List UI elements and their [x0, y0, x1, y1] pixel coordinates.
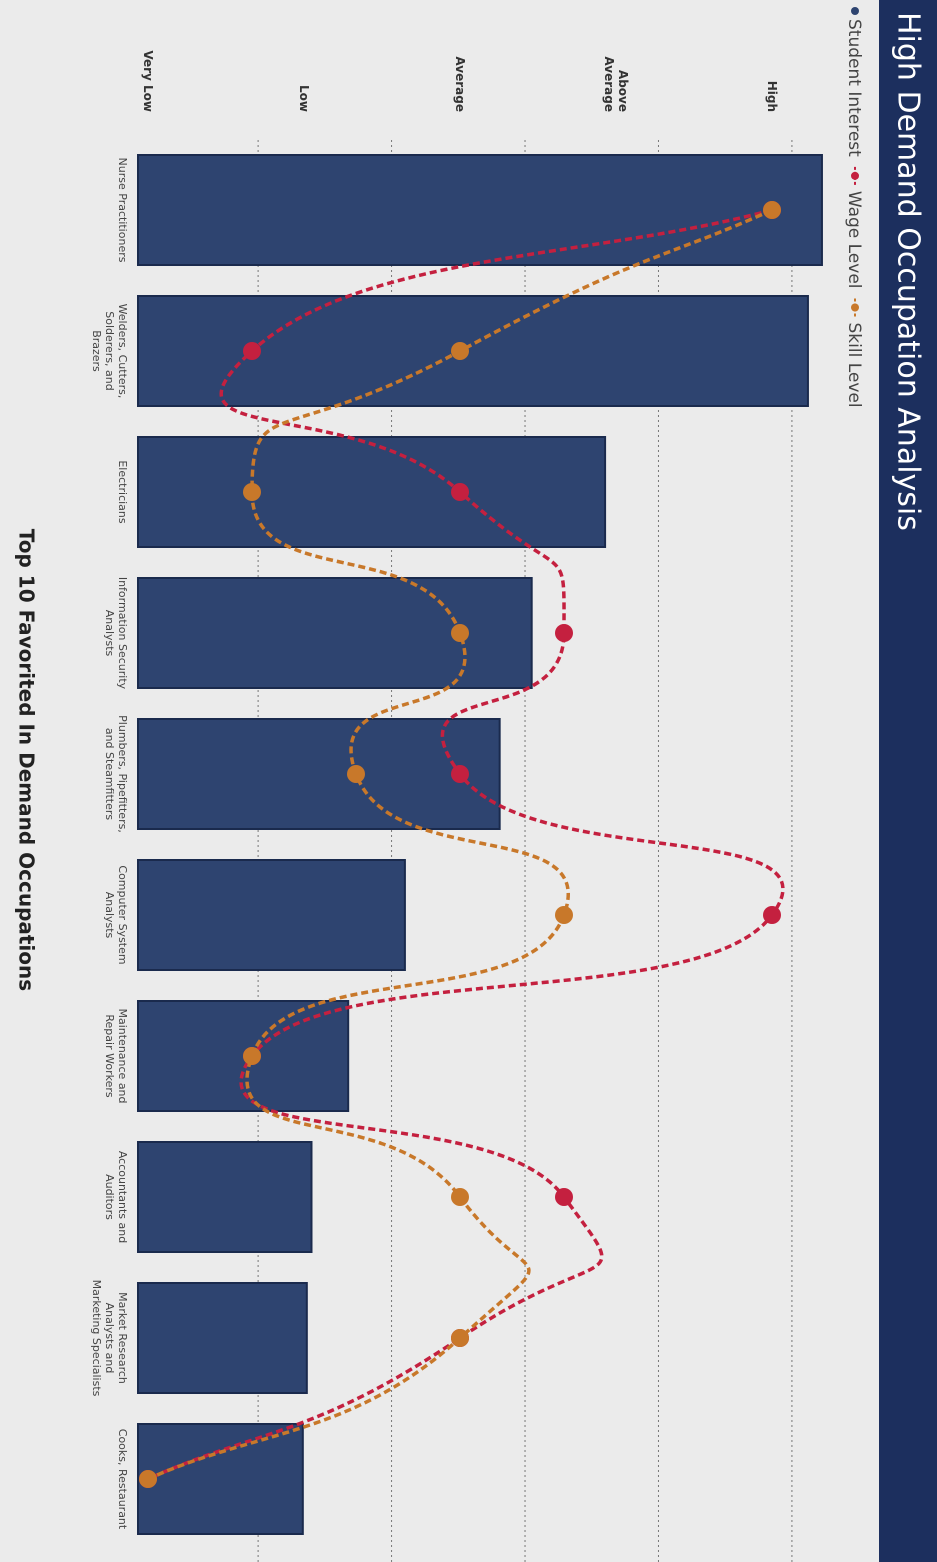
y2-tick-label: Average — [453, 56, 467, 112]
line — [147, 208, 773, 1481]
point — [451, 624, 469, 642]
bar — [137, 1141, 313, 1253]
point — [763, 201, 781, 219]
x-tick-label-box: Welders, Cutters, Solderers, and Brazers — [90, 303, 129, 399]
bar — [137, 577, 533, 689]
y2-tick-label: Very Low — [141, 50, 155, 112]
legend-marker — [851, 7, 859, 15]
legend-label: Skill Level — [844, 323, 864, 408]
bar — [136, 1423, 304, 1535]
point — [139, 1470, 157, 1488]
point — [763, 906, 781, 924]
line — [147, 208, 785, 1481]
chart-frame: High Demand Occupation Analysis Top 10 F… — [15, 0, 937, 1562]
point — [555, 624, 573, 642]
x-tick-label-box: Accountants and Auditors — [103, 1150, 129, 1244]
y2-tick-label-box: Above Average — [602, 56, 630, 112]
y2-tick-label: Low — [297, 85, 311, 112]
x-tick-label-box: Market Research Analysts and Marketing S… — [90, 1279, 129, 1397]
point — [555, 906, 573, 924]
legend-label: Wage Level — [844, 191, 864, 289]
chart-title: High Demand Occupation Analysis — [891, 12, 926, 531]
y2-tick-label: Above Average — [602, 56, 630, 112]
point — [451, 1329, 469, 1347]
bar — [137, 1282, 308, 1394]
legend: Student Interest Wage Level Skill Level — [844, 7, 864, 408]
bar — [136, 295, 809, 407]
y2-tick-label-box: Low — [297, 85, 311, 112]
y2-tick-label-box: High — [765, 80, 779, 112]
x-tick-label: Maintenance and Repair Workers — [103, 1008, 129, 1104]
x-tick-label: Welders, Cutters, Solderers, and Brazers — [90, 303, 129, 399]
point — [243, 1047, 261, 1065]
x-tick-label-box: Information Security Analysts — [103, 576, 129, 690]
x-tick-label-box: Nurse Practitioners — [116, 157, 129, 263]
x-tick-label: Market Research Analysts and Marketing S… — [90, 1279, 129, 1397]
point — [451, 1188, 469, 1206]
x-tick-label: Electricians — [116, 460, 129, 524]
x-tick-label-box: Maintenance and Repair Workers — [103, 1008, 129, 1104]
legend-label: Student Interest — [844, 19, 864, 157]
x-tick-label: Nurse Practitioners — [116, 157, 129, 263]
bar — [137, 436, 607, 548]
point — [243, 483, 261, 501]
bar — [137, 718, 501, 830]
x-tick-label-box: Computer System Analysts — [103, 865, 129, 965]
y2-tick-label-box: Average — [453, 56, 467, 112]
x-tick-label: Computer System Analysts — [103, 865, 129, 965]
y2-tick-label-box: Very Low — [141, 50, 155, 112]
point — [555, 1188, 573, 1206]
title-banner — [879, 0, 937, 1562]
x-axis-title: Top 10 Favorited In Demand Occupations — [15, 529, 39, 991]
point — [451, 342, 469, 360]
legend-marker — [851, 171, 859, 180]
bar — [137, 859, 406, 971]
point — [347, 765, 365, 783]
point — [451, 483, 469, 501]
x-tick-label-box: Electricians — [116, 460, 129, 524]
x-tick-label: Accountants and Auditors — [103, 1150, 129, 1244]
bar — [137, 154, 823, 266]
legend-marker — [851, 303, 859, 312]
x-tick-label: Information Security Analysts — [103, 576, 129, 690]
y2-tick-label: High — [765, 80, 779, 112]
x-tick-label-box: Plumbers, Pipefitters, and Steamfitters — [103, 715, 129, 833]
point — [243, 342, 261, 360]
x-tick-label: Plumbers, Pipefitters, and Steamfitters — [103, 715, 129, 833]
point — [451, 765, 469, 783]
x-tick-label-box: Cooks, Restaurant — [116, 1428, 129, 1530]
x-tick-label: Cooks, Restaurant — [116, 1428, 129, 1530]
